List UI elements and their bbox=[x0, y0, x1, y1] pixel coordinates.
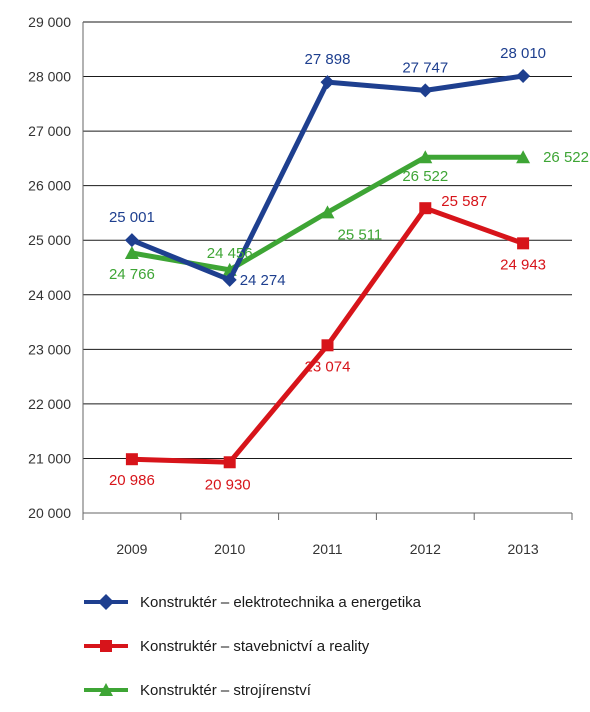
legend-swatch-square bbox=[84, 636, 128, 656]
y-tick-label: 29 000 bbox=[28, 14, 71, 30]
y-tick-label: 20 000 bbox=[28, 505, 71, 521]
marker-diamond bbox=[320, 75, 335, 90]
data-label: 24 943 bbox=[500, 256, 546, 273]
legend-item-strojirenstvi: Konstruktér – strojírenství bbox=[84, 668, 564, 712]
x-tick-label: 2013 bbox=[508, 541, 539, 557]
marker-square bbox=[419, 202, 432, 215]
y-tick-label: 27 000 bbox=[28, 123, 71, 139]
series-line bbox=[130, 73, 524, 283]
data-label: 24 766 bbox=[109, 266, 155, 283]
data-label: 23 074 bbox=[305, 358, 351, 375]
y-tick-label: 25 000 bbox=[28, 232, 71, 248]
marker-square bbox=[223, 456, 236, 469]
marker-diamond bbox=[516, 69, 531, 84]
marker-square bbox=[125, 453, 138, 466]
y-tick-label: 24 000 bbox=[28, 287, 71, 303]
marker-diamond bbox=[124, 233, 139, 248]
legend-label: Konstruktér – stavebnictví a reality bbox=[140, 637, 370, 655]
data-label: 27 898 bbox=[305, 51, 351, 68]
legend-swatch-diamond bbox=[84, 592, 128, 612]
data-label: 27 747 bbox=[402, 59, 448, 76]
data-label: 20 930 bbox=[205, 476, 251, 493]
x-tick-label: 2010 bbox=[214, 541, 245, 557]
data-label: 25 511 bbox=[338, 226, 383, 243]
marker-diamond bbox=[418, 83, 433, 98]
data-label: 20 986 bbox=[109, 472, 155, 489]
y-tick-label: 22 000 bbox=[28, 396, 71, 412]
data-label: 26 522 bbox=[543, 149, 589, 166]
legend: Konstruktér – elektrotechnika a energeti… bbox=[84, 580, 564, 712]
marker-triangle bbox=[124, 245, 139, 259]
series-line bbox=[131, 205, 524, 465]
legend-item-stavebnictvi: Konstruktér – stavebnictví a reality bbox=[84, 624, 564, 668]
marker-square bbox=[517, 237, 530, 250]
y-tick-label: 21 000 bbox=[28, 450, 71, 466]
marker-triangle bbox=[516, 150, 531, 164]
data-label: 25 587 bbox=[441, 193, 487, 210]
x-tick-label: 2009 bbox=[116, 541, 147, 557]
data-label: 24 274 bbox=[240, 272, 286, 289]
y-tick-label: 23 000 bbox=[28, 341, 71, 357]
data-label: 26 522 bbox=[402, 168, 448, 185]
marker-triangle bbox=[320, 205, 335, 219]
legend-item-elektrotechnika: Konstruktér – elektrotechnika a energeti… bbox=[84, 580, 564, 624]
x-tick-label: 2012 bbox=[410, 541, 441, 557]
legend-label: Konstruktér – strojírenství bbox=[140, 681, 311, 699]
line-chart: 20 000 21 000 22 000 23 000 24 000 25 000 26 0… bbox=[28, 14, 589, 557]
data-label: 24 456 bbox=[207, 245, 253, 262]
marker-triangle bbox=[418, 150, 433, 164]
data-label: 25 001 bbox=[109, 209, 155, 226]
marker-diamond bbox=[222, 272, 237, 287]
data-label: 28 010 bbox=[500, 45, 546, 62]
x-tick-label: 2011 bbox=[312, 541, 342, 557]
y-tick-label: 28 000 bbox=[28, 69, 71, 85]
y-tick-label: 26 000 bbox=[28, 178, 71, 194]
legend-swatch-triangle bbox=[84, 680, 128, 700]
marker-square bbox=[321, 339, 334, 352]
legend-label: Konstruktér – elektrotechnika a energeti… bbox=[140, 593, 421, 611]
